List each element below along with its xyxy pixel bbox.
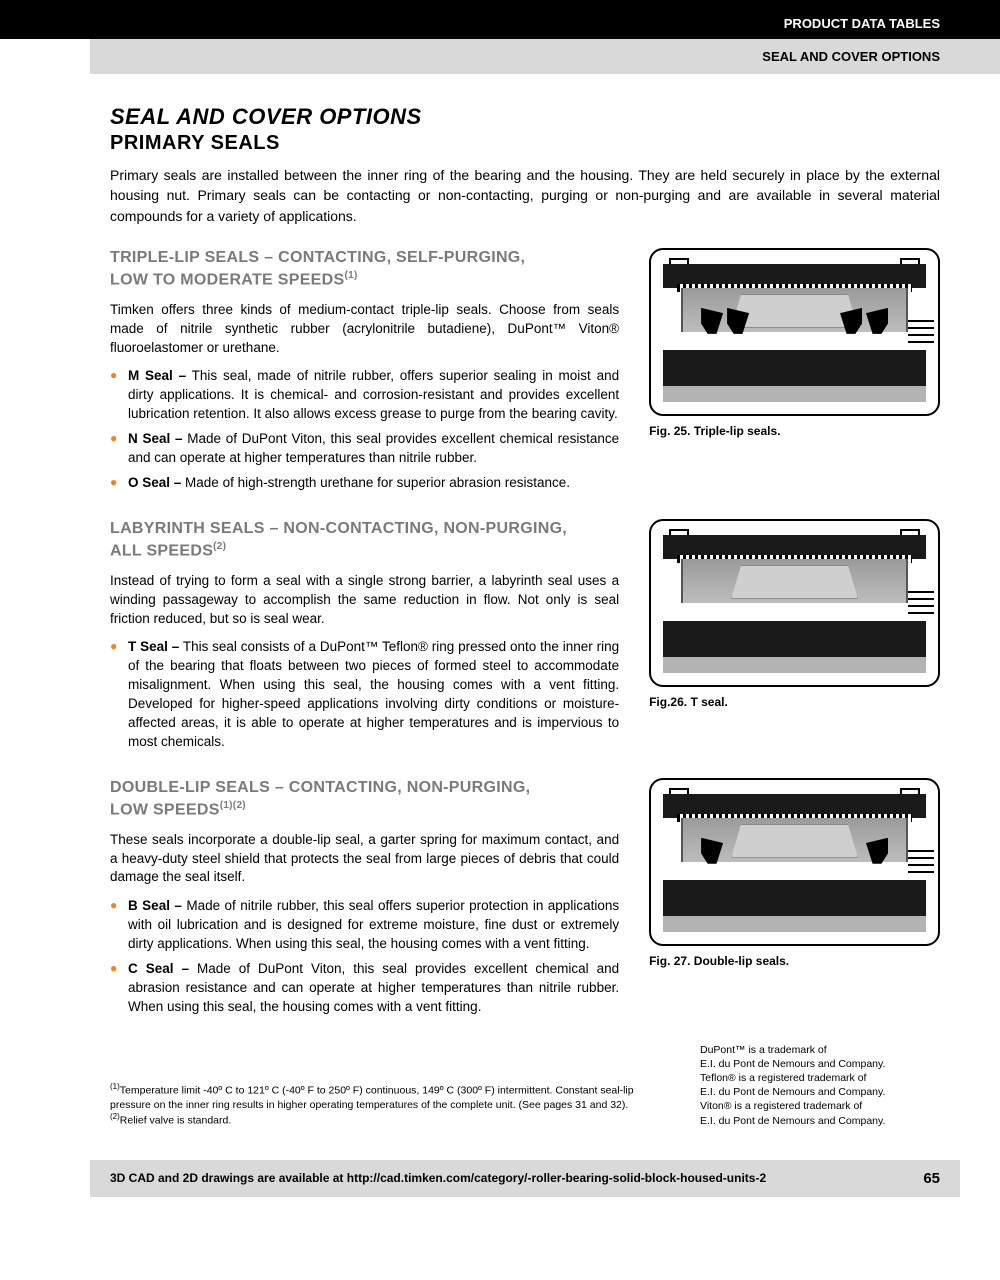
figure-caption: Fig.26. T seal. (649, 695, 940, 709)
page-number: 65 (923, 1170, 940, 1187)
section-paragraph: These seals incorporate a double-lip sea… (110, 831, 619, 888)
footer-text: 3D CAD and 2D drawings are available at … (110, 1171, 766, 1185)
trademark-notice: DuPont™ is a trademark of E.I. du Pont d… (700, 1043, 940, 1128)
header-sub: SEAL AND COVER OPTIONS (90, 39, 1000, 74)
figure-26 (649, 519, 940, 687)
list-item: O Seal – Made of high-strength urethane … (110, 474, 619, 493)
intro-paragraph: Primary seals are installed between the … (110, 165, 940, 226)
list-item: B Seal – Made of nitrile rubber, this se… (110, 897, 619, 954)
footer-bar: 3D CAD and 2D drawings are available at … (90, 1160, 960, 1197)
figure-27 (649, 778, 940, 946)
seal-list: M Seal – This seal, made of nitrile rubb… (110, 367, 619, 492)
section-labyrinth: LABYRINTH SEALS – NON-CONTACTING, NON-PU… (110, 519, 940, 760)
section-paragraph: Timken offers three kinds of medium-cont… (110, 301, 619, 358)
section-double-lip: DOUBLE-LIP SEALS – CONTACTING, NON-PURGI… (110, 778, 940, 1025)
main-title: SEAL AND COVER OPTIONS (110, 104, 940, 130)
seal-list: B Seal – Made of nitrile rubber, this se… (110, 897, 619, 1016)
section-heading: LABYRINTH SEALS – NON-CONTACTING, NON-PU… (110, 519, 619, 562)
list-item: C Seal – Made of DuPont Viton, this seal… (110, 960, 619, 1017)
section-paragraph: Instead of trying to form a seal with a … (110, 572, 619, 629)
figure-25 (649, 248, 940, 416)
figure-caption: Fig. 25. Triple-lip seals. (649, 424, 940, 438)
figure-caption: Fig. 27. Double-lip seals. (649, 954, 940, 968)
sub-title: PRIMARY SEALS (110, 132, 940, 155)
list-item: T Seal – This seal consists of a DuPont™… (110, 638, 619, 751)
header-top: PRODUCT DATA TABLES (0, 0, 1000, 39)
section-heading: TRIPLE-LIP SEALS – CONTACTING, SELF-PURG… (110, 248, 619, 291)
list-item: N Seal – Made of DuPont Viton, this seal… (110, 430, 619, 468)
seal-list: T Seal – This seal consists of a DuPont™… (110, 638, 619, 751)
section-triple-lip: TRIPLE-LIP SEALS – CONTACTING, SELF-PURG… (110, 248, 940, 501)
page-content: SEAL AND COVER OPTIONS PRIMARY SEALS Pri… (0, 74, 1000, 1148)
section-heading: DOUBLE-LIP SEALS – CONTACTING, NON-PURGI… (110, 778, 619, 821)
list-item: M Seal – This seal, made of nitrile rubb… (110, 367, 619, 424)
footnotes: (1)Temperature limit -40º C to 121º C (-… (110, 1082, 670, 1128)
